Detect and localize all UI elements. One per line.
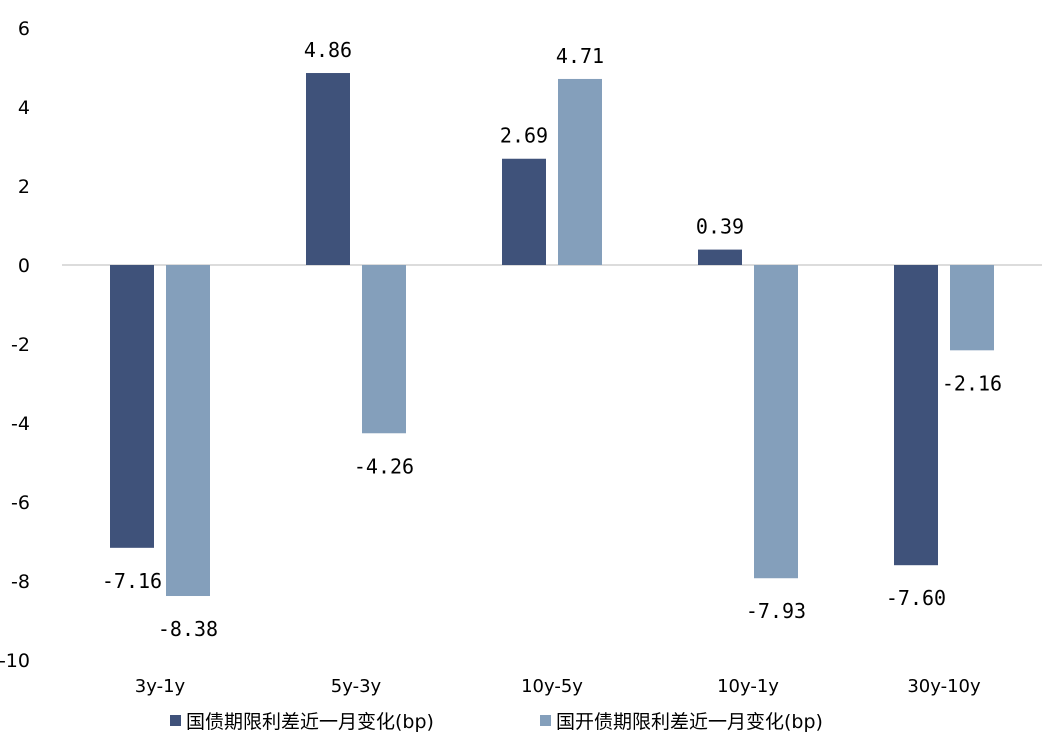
- bar-10y-5y-series-2: [558, 78, 602, 265]
- legend-label: 国开债期限利差近一月变化(bp): [556, 711, 823, 733]
- bar-5y-3y-series-2: [362, 265, 406, 434]
- bar-10y-1y-series-2: [754, 265, 798, 579]
- data-label: -2.16: [942, 371, 1002, 395]
- x-axis: 3y-1y 5y-3y 10y-5y 10y-1y 30y-10y: [135, 676, 981, 697]
- data-labels: -7.16 -8.38 4.86 -4.26 2.69 4.71 0.39 -7.93 -7.6…: [102, 38, 1002, 641]
- x-category-label: 3y-1y: [135, 676, 186, 697]
- x-category-label: 30y-10y: [907, 676, 981, 697]
- bar-10y-1y-series-1: [698, 249, 742, 265]
- bar-3y-1y-series-2: [166, 265, 210, 597]
- bar-10y-5y-series-1: [502, 158, 546, 265]
- bar-3y-1y-series-1: [110, 265, 154, 548]
- data-label: -8.38: [158, 617, 218, 641]
- data-label: 0.39: [696, 215, 744, 239]
- bar-30y-10y-series-1: [894, 265, 938, 566]
- bar-30y-10y-series-2: [950, 265, 994, 351]
- data-label: 2.69: [500, 124, 548, 148]
- data-label: -7.60: [886, 586, 946, 610]
- y-tick-label: 4: [18, 97, 30, 119]
- legend-swatch: [540, 715, 551, 726]
- y-tick-label: -8: [11, 571, 30, 593]
- bar-5y-3y-series-1: [306, 73, 350, 265]
- y-tick-label: -10: [0, 650, 30, 672]
- y-tick-label: 6: [18, 18, 30, 40]
- y-tick-label: 0: [18, 255, 30, 277]
- legend: 国债期限利差近一月变化(bp) 国开债期限利差近一月变化(bp): [170, 711, 823, 733]
- data-label: 4.71: [556, 44, 604, 68]
- y-tick-label: -2: [11, 334, 30, 356]
- x-category-label: 10y-5y: [521, 676, 583, 697]
- y-tick-label: -6: [11, 492, 30, 514]
- data-label: 4.86: [304, 38, 352, 62]
- bars: [110, 73, 994, 597]
- x-category-label: 5y-3y: [331, 676, 382, 697]
- legend-label: 国债期限利差近一月变化(bp): [186, 711, 434, 733]
- y-tick-label: -4: [11, 413, 30, 435]
- data-label: -7.93: [746, 599, 806, 623]
- legend-swatch: [170, 715, 181, 726]
- x-category-label: 10y-1y: [717, 676, 779, 697]
- y-tick-label: 2: [18, 176, 30, 198]
- data-label: -7.16: [102, 569, 162, 593]
- data-label: -4.26: [354, 454, 414, 478]
- y-axis: 6 4 2 0 -2 -4 -6 -8 -10: [0, 18, 30, 672]
